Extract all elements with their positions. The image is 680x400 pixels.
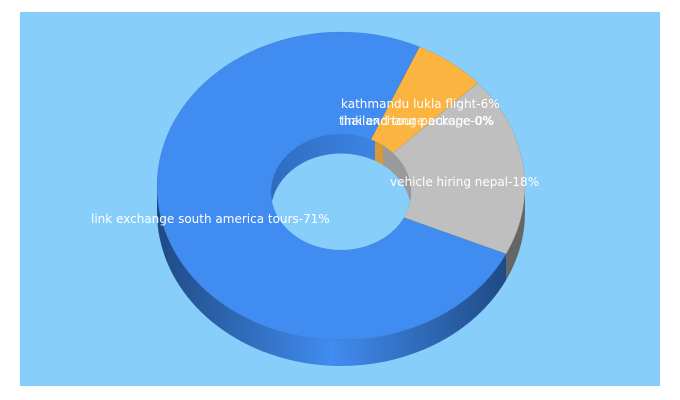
label-link-exchange-south-america-tours: link exchange south america tours-71% xyxy=(91,212,330,226)
donut-top-layer xyxy=(156,31,526,341)
label-link-exchange-europe: link exchange europe-0% xyxy=(341,114,494,128)
slice-side-vehicle-hiring-nepal xyxy=(506,186,525,280)
label-vehicle-hiring-nepal: vehicle hiring nepal-18% xyxy=(390,175,540,189)
donut-hole-floor xyxy=(271,153,411,250)
donut-side-layer xyxy=(156,186,525,367)
slice-side-link-exchange-south-america-tours xyxy=(156,186,507,367)
label-kathmandu-lukla-flight: kathmandu lukla flight-6% xyxy=(341,97,500,111)
label-thailand-tour-package: thailand tour package-0% xyxy=(339,114,495,128)
